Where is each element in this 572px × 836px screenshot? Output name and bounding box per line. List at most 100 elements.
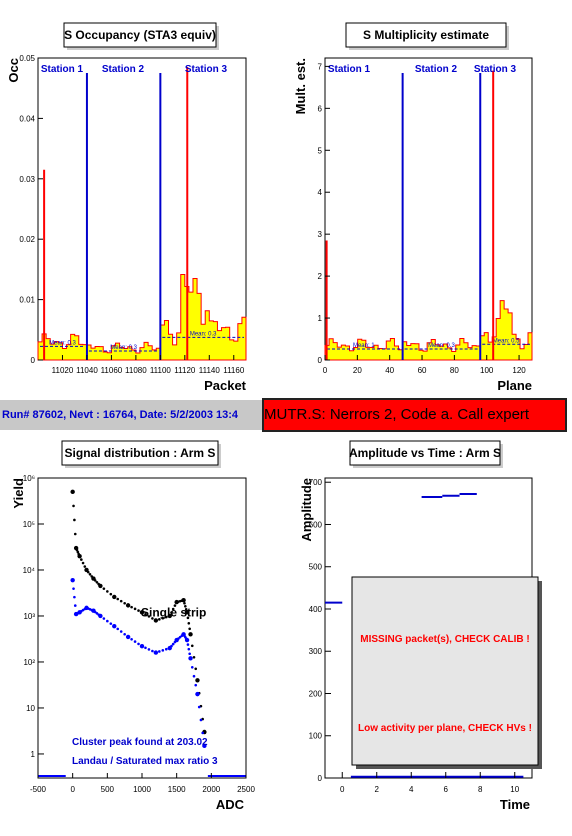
y-tick-label: 0.02 — [19, 235, 35, 244]
y-tick-label: 4 — [318, 188, 323, 197]
station-label: Station 2 — [102, 64, 145, 75]
chart-title: Amplitude vs Time : Arm S — [349, 446, 501, 460]
data-point — [109, 622, 113, 625]
data-point — [195, 691, 200, 697]
x-tick-label: 500 — [101, 785, 115, 794]
data-point — [151, 649, 154, 653]
data-point — [194, 667, 198, 671]
data-point — [130, 605, 133, 609]
single-strip-annotation: Single strip — [141, 605, 206, 619]
x-axis-label: ADC — [216, 797, 245, 812]
y-tick-label: 0 — [318, 774, 323, 783]
y-tick-label: 1 — [318, 314, 323, 323]
data-point — [98, 583, 103, 589]
data-point — [144, 613, 147, 616]
data-point — [190, 665, 194, 669]
data-point — [184, 604, 187, 608]
data-point — [184, 610, 190, 615]
data-point — [116, 627, 120, 631]
x-tick-label: 11020 — [52, 366, 74, 375]
data-point — [83, 565, 87, 568]
plot-frame — [37, 477, 247, 779]
data-point — [167, 613, 172, 619]
x-tick-label: 11040 — [76, 366, 98, 375]
data-point — [102, 617, 106, 620]
x-tick-label: 4 — [409, 785, 414, 794]
data-point — [98, 613, 103, 619]
station-label: Station 1 — [328, 64, 371, 75]
y-tick-label: 5 — [318, 146, 323, 155]
data-point — [186, 643, 190, 646]
run-info-bar: Run# 87602, Nevt : 16764, Date: 5/2/2003… — [0, 400, 263, 430]
data-point — [187, 622, 191, 625]
y-axis-label: Amplitude — [299, 478, 314, 542]
data-point — [199, 718, 203, 722]
data-point — [202, 743, 207, 749]
data-point — [106, 590, 109, 593]
y-tick-label: 200 — [309, 689, 323, 698]
y-tick-label: 0.03 — [19, 175, 35, 184]
data-point — [139, 610, 145, 615]
data-point — [76, 550, 80, 554]
data-point — [147, 648, 151, 651]
data-point — [192, 674, 196, 678]
data-point — [181, 598, 186, 603]
data-point — [109, 592, 113, 596]
data-point — [188, 652, 191, 656]
y-tick-label: 0 — [31, 356, 36, 365]
data-point — [116, 597, 120, 601]
alert-banner: MUTR.S: Nerrors 2, Code a. Call expert — [262, 398, 567, 432]
y-tick-label: 10³ — [23, 612, 35, 621]
data-point — [137, 609, 140, 612]
data-point — [119, 630, 123, 633]
histogram-region — [86, 341, 161, 361]
y-tick-label: 0.01 — [19, 296, 35, 305]
y-tick-label: 0.05 — [19, 54, 35, 63]
data-point — [186, 616, 190, 620]
y-tick-label: 0 — [318, 356, 323, 365]
x-tick-label: 6 — [444, 785, 449, 794]
data-point — [72, 587, 75, 590]
y-tick-label: 10² — [23, 658, 35, 667]
y-tick-label: 500 — [309, 563, 323, 572]
data-point — [183, 601, 186, 605]
histogram-region — [159, 273, 247, 361]
title-box — [345, 22, 507, 48]
x-tick-label: 1500 — [168, 785, 186, 794]
x-tick-label: 2500 — [237, 785, 255, 794]
y-axis-label: Mult. est. — [293, 58, 308, 114]
data-point — [139, 644, 145, 649]
data-point — [106, 619, 109, 623]
data-point — [173, 604, 177, 607]
x-tick-label: 11140 — [199, 366, 221, 375]
data-point — [144, 646, 147, 650]
data-point — [188, 656, 193, 661]
plot-frame — [37, 57, 247, 361]
y-tick-label: 300 — [309, 647, 323, 656]
x-tick-label: 11060 — [101, 366, 123, 375]
data-point — [80, 558, 83, 561]
x-tick-label: 11080 — [125, 366, 147, 375]
message-panel — [351, 576, 539, 766]
data-point — [137, 642, 140, 646]
y-tick-label: 1 — [31, 750, 36, 759]
y-axis-label: Occ — [6, 58, 21, 83]
x-tick-label: 60 — [418, 366, 427, 375]
title-box — [349, 440, 501, 466]
station-label: Station 3 — [474, 64, 517, 75]
chart-title: Signal distribution : Arm S — [65, 446, 216, 460]
x-tick-label: -500 — [30, 785, 47, 794]
x-tick-label: 1000 — [133, 785, 151, 794]
data-point — [73, 604, 77, 607]
data-point — [194, 683, 198, 687]
missing-packet-warning: MISSING packet(s), CHECK CALIB ! — [360, 634, 529, 645]
chart-title: S Multiplicity estimate — [363, 28, 489, 42]
x-axis-label: Packet — [204, 378, 247, 393]
y-tick-label: 100 — [309, 732, 323, 741]
x-tick-label: 2000 — [202, 785, 220, 794]
data-point — [75, 548, 79, 552]
data-point — [70, 489, 75, 495]
x-tick-label: 8 — [478, 785, 483, 794]
data-point — [184, 608, 188, 611]
